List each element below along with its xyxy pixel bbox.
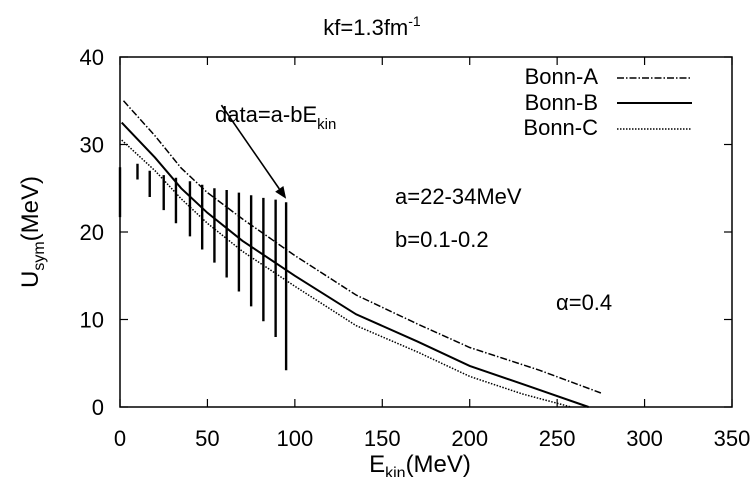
series-line-bonn-a bbox=[122, 100, 602, 394]
data-formula-sub: kin bbox=[317, 116, 336, 133]
y-tick-label: 30 bbox=[80, 133, 104, 158]
arrow-line bbox=[220, 104, 280, 190]
alpha-label: α=0.4 bbox=[556, 290, 612, 315]
y-tick-label: 0 bbox=[92, 395, 104, 420]
y-tick-label: 20 bbox=[80, 220, 104, 245]
chart-title-sup: -1 bbox=[408, 13, 421, 29]
a-range-label: a=22-34MeV bbox=[395, 184, 522, 209]
legend-label-bonn-b: Bonn-B bbox=[525, 90, 598, 115]
series-lines bbox=[120, 100, 602, 408]
legend: Bonn-A Bonn-B Bonn-C bbox=[523, 64, 692, 140]
x-tick-label: 100 bbox=[276, 426, 313, 451]
y-axis-label-main: U bbox=[17, 271, 44, 288]
y-axis-label-sub: sym bbox=[31, 241, 48, 270]
y-axis-label: Usym(MeV) bbox=[17, 176, 48, 288]
data-formula-label: data=a-bEkin bbox=[215, 102, 336, 133]
x-axis-label-sub: kin bbox=[385, 465, 405, 477]
x-axis-label-unit: (MeV) bbox=[406, 451, 471, 477]
arrow-head bbox=[275, 186, 287, 199]
data-formula-main: data=a-bE bbox=[215, 102, 317, 127]
x-axis-label: Ekin(MeV) bbox=[369, 451, 471, 477]
axis-ticks: 0 50 100 150 200 250 300 350 0 10 20 30 40 bbox=[80, 45, 751, 451]
series-line-bonn-b bbox=[120, 121, 589, 408]
data-bands bbox=[118, 163, 288, 371]
x-tick-label: 300 bbox=[626, 426, 663, 451]
x-tick-label: 150 bbox=[364, 426, 401, 451]
x-tick-label: 250 bbox=[539, 426, 576, 451]
x-tick-label: 50 bbox=[195, 426, 219, 451]
chart-title-main: kf=1.3fm bbox=[323, 15, 408, 40]
x-tick-label: 0 bbox=[114, 426, 126, 451]
arrow bbox=[220, 104, 287, 199]
b-range-label: b=0.1-0.2 bbox=[395, 227, 489, 252]
y-tick-label: 40 bbox=[80, 45, 104, 70]
x-tick-label: 350 bbox=[714, 426, 751, 451]
legend-label-bonn-a: Bonn-A bbox=[525, 64, 599, 89]
y-tick-label: 10 bbox=[80, 308, 104, 333]
x-axis-label-main: E bbox=[369, 451, 385, 477]
chart-title: kf=1.3fm-1 bbox=[323, 13, 421, 40]
legend-label-bonn-c: Bonn-C bbox=[523, 115, 598, 140]
x-tick-label: 200 bbox=[451, 426, 488, 451]
y-axis-label-unit: (MeV) bbox=[17, 176, 44, 241]
series-line-bonn-c bbox=[121, 139, 572, 408]
